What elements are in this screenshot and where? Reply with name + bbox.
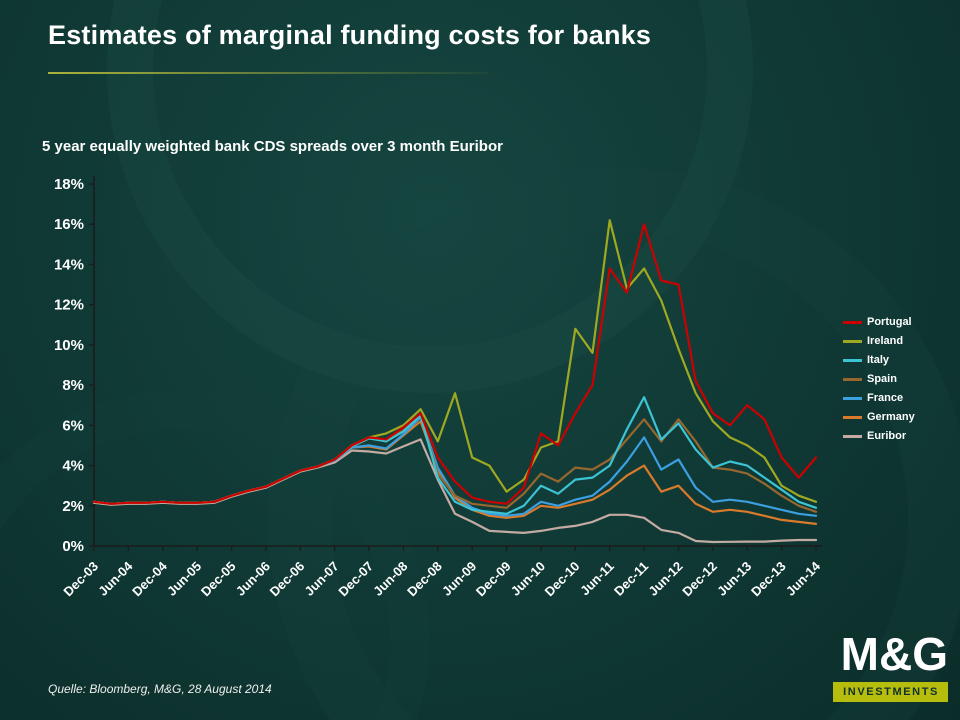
y-tick-label: 10% — [54, 337, 84, 354]
legend-label: Spain — [867, 373, 897, 385]
x-tick-label: Jun-07 — [302, 559, 342, 599]
background-circle — [107, 0, 753, 393]
y-tick-label: 4% — [62, 458, 84, 475]
legend-item-euribor: Euribor — [843, 430, 955, 442]
legend-item-italy: Italy — [843, 354, 955, 366]
x-tick-label: Dec-12 — [679, 559, 720, 600]
legend-swatch-france — [843, 396, 862, 400]
legend-label: Euribor — [867, 430, 907, 442]
x-tick-label: Dec-04 — [129, 558, 170, 599]
x-tick-label: Dec-13 — [748, 559, 789, 600]
x-tick-label: Jun-13 — [714, 559, 754, 599]
legend-item-ireland: Ireland — [843, 335, 955, 347]
x-tick-label: Dec-11 — [611, 559, 651, 599]
legend-swatch-italy — [843, 358, 862, 362]
legend-item-france: France — [843, 392, 955, 404]
x-tick-label: Jun-08 — [370, 559, 410, 599]
series-line-germany — [92, 420, 818, 525]
legend-swatch-germany — [843, 415, 862, 419]
y-tick-label: 18% — [54, 176, 84, 193]
x-tick-label: Jun-06 — [233, 559, 273, 599]
legend-label: Germany — [867, 411, 915, 423]
background-circle — [0, 390, 430, 720]
y-tick-label: 16% — [54, 216, 84, 233]
x-tick-label: Jun-04 — [95, 558, 136, 599]
page-title: Estimates of marginal funding costs for … — [48, 20, 652, 50]
y-tick-label: 12% — [54, 297, 84, 314]
series-line-euribor — [92, 438, 818, 544]
mg-logo-investments: INVESTMENTS — [833, 682, 948, 702]
y-tick-label: 0% — [62, 538, 84, 555]
chart-subtitle: 5 year equally weighted bank CDS spreads… — [42, 138, 503, 155]
y-tick-label: 14% — [54, 256, 84, 273]
y-tick-label: 2% — [62, 498, 84, 515]
series-line-portugal — [92, 223, 818, 505]
legend-label: France — [867, 392, 904, 404]
y-tick-label: 8% — [62, 377, 84, 394]
cds-spread-chart: 0% 2% 4% 6% 8% 10% 12% 14% 16% 18% Dec-03 Jun-04 Dec… — [36, 168, 856, 648]
legend-swatch-euribor — [843, 434, 862, 438]
source-note: Quelle: Bloomberg, M&G, 28 August 2014 — [48, 682, 272, 696]
x-tick-label: Dec-09 — [473, 559, 514, 600]
mg-logo: M&G INVESTMENTS — [833, 631, 948, 702]
legend-label: Ireland — [867, 335, 904, 347]
mg-logo-brand: M&G — [840, 628, 948, 680]
cds-chart-svg: 0%2%4%6%8%10%12%14%16%18%Dec-03Jun-04Dec… — [54, 176, 824, 600]
x-tick-label: Jun-05 — [164, 559, 204, 599]
x-tick-label: Dec-07 — [335, 559, 376, 600]
x-tick-label: Jun-10 — [508, 559, 548, 599]
x-tick-label: Jun-09 — [439, 559, 479, 599]
x-tick-label: Jun-14 — [783, 558, 824, 599]
x-tick-label: Jun-11 — [577, 559, 617, 599]
chart-legend: Portugal Ireland Italy Spain France Germany Eu… — [843, 316, 955, 449]
legend-item-spain: Spain — [843, 373, 955, 385]
x-tick-label: Dec-08 — [404, 559, 445, 600]
legend-label: Italy — [867, 354, 890, 366]
legend-swatch-ireland — [843, 339, 862, 343]
legend-item-germany: Germany — [843, 411, 955, 423]
x-tick-label: Dec-06 — [267, 559, 308, 600]
x-tick-label: Dec-05 — [198, 559, 239, 600]
x-tick-label: Dec-03 — [60, 559, 101, 600]
background-circle — [268, 168, 960, 720]
legend-swatch-portugal — [843, 320, 862, 324]
x-tick-label: Jun-12 — [645, 559, 685, 599]
title-underline — [48, 72, 488, 74]
legend-swatch-spain — [843, 377, 862, 381]
legend-item-portugal: Portugal — [843, 316, 955, 328]
legend-label: Portugal — [867, 316, 912, 328]
y-tick-label: 6% — [62, 417, 84, 434]
x-tick-label: Dec-10 — [542, 559, 583, 600]
